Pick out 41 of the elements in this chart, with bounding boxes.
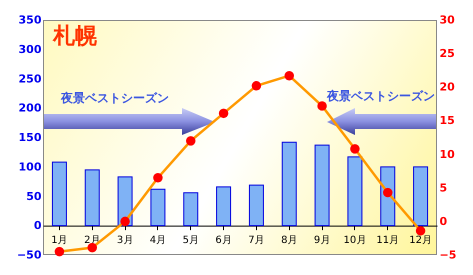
y-tick-label: 300 — [18, 42, 42, 56]
x-tick-label: 10月 — [344, 235, 366, 246]
annotation: 夜景ベストシーズン — [326, 89, 435, 103]
bar — [347, 156, 362, 226]
bar — [216, 186, 232, 226]
x-tick-label: 11月 — [376, 235, 400, 246]
bar — [84, 169, 100, 226]
y-tick-label: 0 — [34, 219, 42, 232]
y2-tick-label: 0 — [440, 214, 448, 228]
y-tick-label: 350 — [18, 14, 42, 26]
y2-tick-label: −5 — [440, 248, 456, 262]
y-tick-label: 100 — [18, 160, 42, 174]
bar — [248, 184, 264, 226]
bar — [314, 144, 330, 226]
x-tick-label: 6月 — [215, 235, 232, 246]
y-tick-label: 250 — [18, 72, 42, 86]
y2-tick-label: 25 — [440, 47, 455, 60]
x-tick-label: 3月 — [116, 235, 134, 246]
bar — [413, 166, 428, 226]
bar — [183, 192, 198, 226]
y2-tick-label: 10 — [440, 148, 456, 161]
x-tick-label: 7月 — [248, 235, 265, 246]
x-tick-label: 4月 — [150, 235, 166, 246]
y2-tick-label: 30 — [440, 14, 456, 26]
y-tick-label: 200 — [18, 102, 42, 115]
x-tick-label: 5月 — [182, 235, 199, 246]
y-tick-label: 50 — [26, 190, 42, 203]
bar — [52, 162, 67, 226]
x-tick-label: 9月 — [314, 235, 330, 246]
x-tick-label: 8月 — [281, 235, 298, 246]
bar — [150, 188, 166, 226]
y2-tick-label: 5 — [440, 181, 448, 194]
chart-title: 札幌 — [52, 24, 97, 49]
y-tick-label: 150 — [18, 131, 42, 144]
annotation: 夜景ベストシーズン — [60, 91, 169, 105]
y2-tick-label: 20 — [440, 80, 456, 94]
bar — [282, 142, 297, 226]
x-tick-label: 1月 — [51, 235, 68, 246]
y2-tick-label: 15 — [440, 114, 455, 128]
x-tick-label: 12月 — [409, 235, 432, 246]
y-tick-label: −50 — [16, 248, 42, 262]
